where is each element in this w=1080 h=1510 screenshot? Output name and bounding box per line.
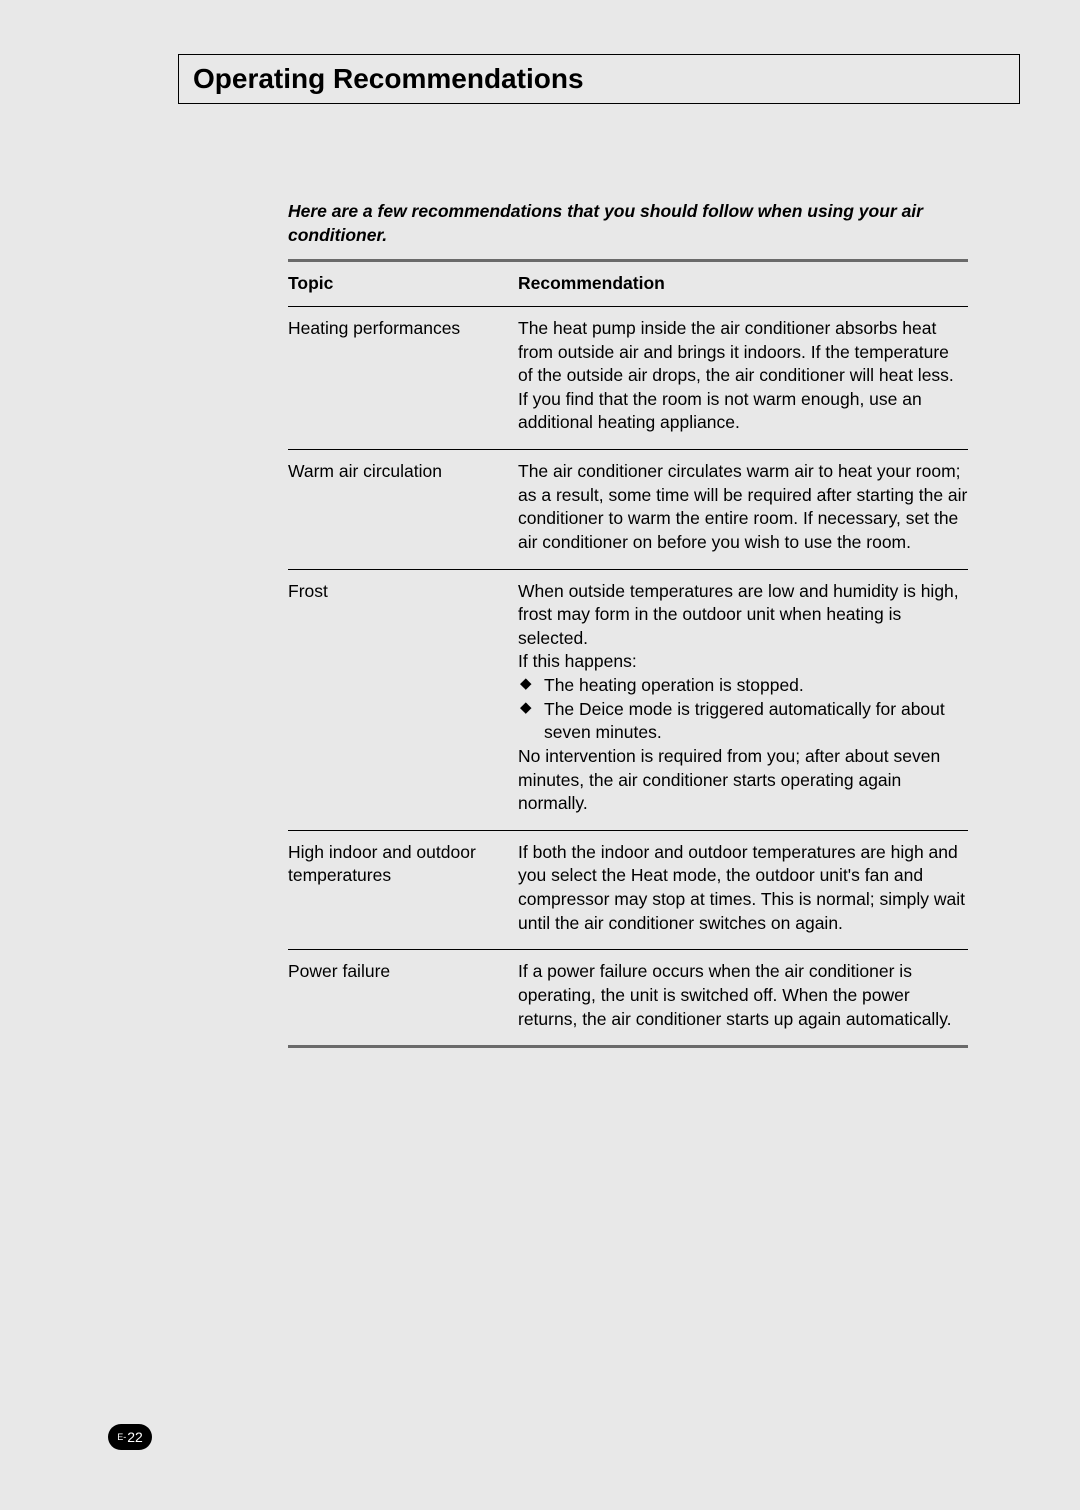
bullet-item: The Deice mode is triggered automaticall… <box>518 698 968 745</box>
topic-cell: Heating performances <box>288 317 518 435</box>
table-row: Power failure If a power failure occurs … <box>288 950 968 1048</box>
table-row: Frost When outside temperatures are low … <box>288 570 968 831</box>
recommendations-table: Topic Recommendation Heating performance… <box>288 259 968 1048</box>
frost-pre-text: When outside temperatures are low and hu… <box>518 580 968 675</box>
title-container: Operating Recommendations <box>178 54 1020 104</box>
recommendation-cell: If both the indoor and outdoor temperatu… <box>518 841 968 936</box>
recommendation-cell: The heat pump inside the air conditioner… <box>518 317 968 435</box>
frost-bullet-list: The heating operation is stopped. The De… <box>518 674 968 745</box>
table-row: Warm air circulation The air conditioner… <box>288 450 968 570</box>
intro-text: Here are a few recommendations that you … <box>288 200 968 247</box>
topic-cell: Power failure <box>288 960 518 1031</box>
topic-cell: Frost <box>288 580 518 816</box>
frost-post-text: No intervention is required from you; af… <box>518 745 968 816</box>
page-title: Operating Recommendations <box>193 63 1005 95</box>
table-row: High indoor and outdoor temperatures If … <box>288 831 968 951</box>
table-row: Heating performances The heat pump insid… <box>288 307 968 450</box>
topic-cell: High indoor and outdoor temperatures <box>288 841 518 936</box>
header-topic: Topic <box>288 272 518 296</box>
bullet-item: The heating operation is stopped. <box>518 674 968 698</box>
document-page: Operating Recommendations Here are a few… <box>48 0 1080 1510</box>
recommendation-cell: The air conditioner circulates warm air … <box>518 460 968 555</box>
recommendation-cell: If a power failure occurs when the air c… <box>518 960 968 1031</box>
page-number-badge: E-22 <box>108 1424 152 1450</box>
page-number-prefix: E- <box>117 1432 126 1442</box>
recommendation-cell: When outside temperatures are low and hu… <box>518 580 968 816</box>
page-number-value: 22 <box>127 1429 143 1445</box>
content-area: Here are a few recommendations that you … <box>288 200 968 1048</box>
topic-cell: Warm air circulation <box>288 460 518 555</box>
table-header-row: Topic Recommendation <box>288 259 968 307</box>
header-recommendation: Recommendation <box>518 272 968 296</box>
